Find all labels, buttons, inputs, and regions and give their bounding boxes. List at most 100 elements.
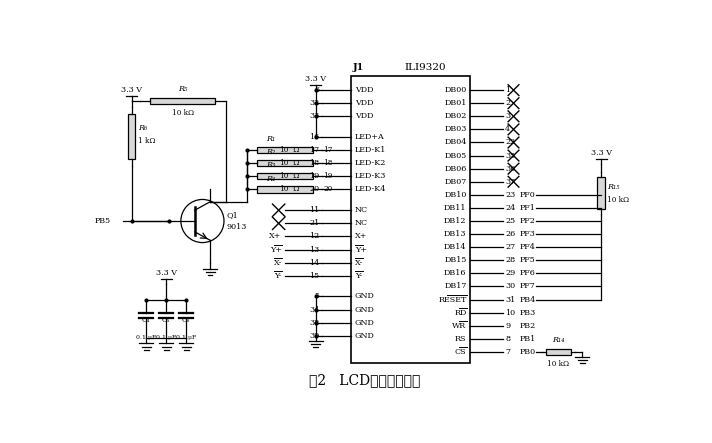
Text: VDD: VDD [355, 112, 373, 120]
Text: 0.1 μF: 0.1 μF [156, 335, 177, 340]
Text: Ω: Ω [291, 159, 300, 167]
Text: 图2   LCD显示屏电路图: 图2 LCD显示屏电路图 [309, 373, 421, 387]
Text: R₁: R₁ [266, 135, 276, 143]
Text: VDD: VDD [355, 86, 373, 94]
Bar [546, 349, 571, 355]
Text: C₆: C₆ [182, 316, 190, 324]
Text: R₁₄: R₁₄ [553, 336, 565, 344]
Text: 30: 30 [505, 283, 515, 291]
Text: PF2: PF2 [520, 217, 535, 225]
Text: RESET: RESET [438, 295, 466, 303]
Text: LED-K4: LED-K4 [355, 186, 387, 194]
Text: 17: 17 [323, 146, 333, 154]
Text: C₅: C₅ [162, 316, 170, 324]
Text: X-: X- [273, 259, 282, 267]
Text: 3.3 V: 3.3 V [591, 149, 612, 157]
Text: DB11: DB11 [444, 204, 466, 212]
Text: 1: 1 [505, 86, 511, 94]
Text: 20: 20 [309, 186, 320, 194]
Text: 10: 10 [280, 172, 289, 180]
Bar [258, 187, 313, 193]
Text: GND: GND [355, 306, 375, 314]
Text: DB15: DB15 [444, 256, 466, 264]
Text: 5: 5 [315, 292, 320, 300]
Text: 16: 16 [309, 133, 320, 141]
Text: 8: 8 [505, 335, 510, 343]
Text: X+: X+ [269, 233, 282, 241]
Text: 7: 7 [505, 348, 510, 356]
Text: PB4: PB4 [520, 295, 536, 303]
Text: GND: GND [355, 292, 375, 300]
Text: DB05: DB05 [444, 152, 466, 159]
Text: Ω: Ω [291, 186, 300, 194]
Text: DB03: DB03 [444, 125, 466, 133]
Text: Y-: Y- [355, 272, 362, 280]
Text: R₆: R₆ [137, 124, 147, 132]
Text: DB01: DB01 [444, 99, 466, 107]
Text: C₄: C₄ [142, 316, 150, 324]
Text: R₃: R₃ [266, 161, 276, 169]
Text: DB06: DB06 [444, 165, 466, 173]
Bar [150, 98, 215, 104]
Text: PF6: PF6 [520, 269, 535, 277]
Text: GND: GND [355, 332, 375, 340]
Text: 3.3 V: 3.3 V [305, 75, 326, 83]
Text: 34: 34 [309, 306, 320, 314]
Text: RS: RS [455, 335, 466, 343]
Text: Q1: Q1 [226, 211, 238, 219]
Text: DB14: DB14 [444, 243, 466, 251]
Text: PF4: PF4 [520, 243, 535, 251]
Text: RD: RD [454, 309, 466, 317]
Text: 17: 17 [309, 146, 320, 154]
Text: PB0: PB0 [520, 348, 536, 356]
Text: PB2: PB2 [520, 322, 536, 330]
Text: 6: 6 [314, 86, 320, 94]
Bar [258, 160, 313, 167]
Text: 3.3 V: 3.3 V [156, 269, 177, 277]
Text: DB00: DB00 [444, 86, 466, 94]
Text: DB16: DB16 [444, 269, 466, 277]
Text: 33: 33 [309, 112, 320, 120]
Text: 4: 4 [505, 125, 511, 133]
Text: 9: 9 [505, 322, 511, 330]
Text: LED-K1: LED-K1 [355, 146, 387, 154]
Text: DB04: DB04 [444, 139, 466, 147]
Text: PB3: PB3 [520, 309, 536, 317]
Bar [351, 76, 471, 363]
Text: R₁₅: R₁₅ [607, 183, 620, 191]
Text: 10: 10 [280, 186, 289, 194]
Bar [258, 173, 313, 179]
Text: DB02: DB02 [444, 112, 466, 120]
Text: 25: 25 [505, 217, 515, 225]
Bar [597, 177, 605, 209]
Text: 10: 10 [280, 146, 289, 154]
Text: 10 kΩ: 10 kΩ [172, 109, 194, 117]
Text: R₄: R₄ [266, 175, 276, 183]
Text: 18: 18 [323, 159, 333, 167]
Text: Y-: Y- [275, 272, 282, 280]
Text: LED+A: LED+A [355, 133, 384, 141]
Text: CS: CS [455, 348, 466, 356]
Text: LED-K2: LED-K2 [355, 159, 387, 167]
Text: 27: 27 [505, 243, 515, 251]
Text: 22: 22 [505, 139, 515, 147]
Text: 21: 21 [309, 219, 320, 227]
Bar [127, 114, 135, 159]
Text: 35: 35 [505, 152, 515, 159]
Text: 37: 37 [505, 178, 515, 186]
Text: 1 kΩ: 1 kΩ [137, 137, 155, 145]
Text: ILI9320: ILI9320 [404, 62, 446, 72]
Text: 15: 15 [309, 272, 320, 280]
Text: 14: 14 [309, 259, 320, 267]
Text: 29: 29 [505, 269, 515, 277]
Text: 13: 13 [309, 245, 320, 253]
Text: 20: 20 [323, 186, 333, 194]
Text: Y+: Y+ [355, 245, 367, 253]
Text: 19: 19 [309, 172, 320, 180]
Text: Ω: Ω [291, 172, 300, 180]
Text: GND: GND [355, 319, 375, 326]
Text: PF1: PF1 [520, 204, 535, 212]
Text: NC: NC [355, 219, 368, 227]
Text: 38: 38 [309, 319, 320, 326]
Text: 36: 36 [505, 165, 515, 173]
